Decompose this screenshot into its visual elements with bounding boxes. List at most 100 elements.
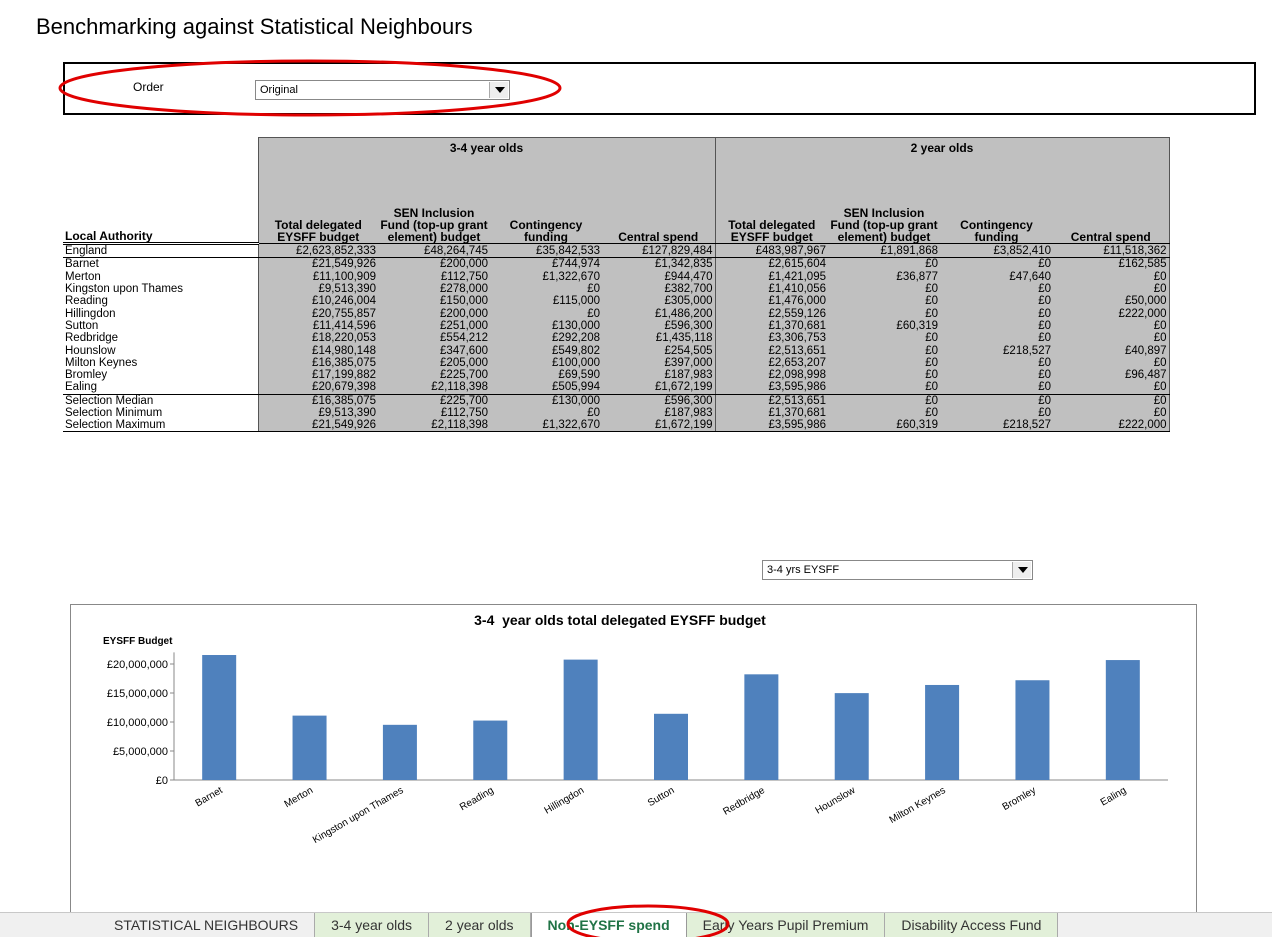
cell: £0 [940, 319, 1053, 333]
cell: £2,118,398 [378, 381, 490, 395]
cell: £200,000 [378, 257, 490, 271]
cell: £0 [490, 282, 602, 296]
tab-nav[interactable] [0, 913, 98, 937]
table-row: Ealing £20,679,398 £2,118,398 £505,994 £1,67… [63, 381, 1170, 395]
y-tick-label: £15,000,000 [107, 688, 168, 700]
column-header: Local Authority [63, 157, 258, 245]
dropdown-button[interactable] [1012, 562, 1031, 578]
bar [654, 713, 688, 780]
cell: £112,750 [378, 270, 490, 283]
order-label: Order [133, 80, 164, 94]
cell: £1,322,670 [490, 270, 602, 283]
bar [292, 715, 327, 780]
table-row: Redbridge £18,220,053 £554,212 £292,208 £1,4… [63, 332, 1170, 345]
cell: £21,549,926 [257, 257, 378, 271]
cell: £16,385,075 [257, 356, 378, 369]
cell: £0 [490, 406, 602, 420]
y-tick-label: £0 [156, 775, 168, 787]
cell: £278,000 [378, 282, 490, 296]
y-tick-label: £10,000,000 [107, 717, 168, 729]
cell: £0 [490, 307, 602, 320]
group-header: 3-4 year olds [257, 137, 716, 158]
cell: £0 [1053, 332, 1170, 345]
table-row: Selection Median £16,385,075 £225,700 £130,… [63, 394, 1170, 407]
sheet-tab[interactable]: 2 year olds [429, 913, 531, 937]
cell: £0 [940, 356, 1053, 369]
cell: £0 [828, 368, 940, 382]
cell: £1,342,835 [602, 257, 715, 271]
cell: £3,306,753 [714, 332, 828, 345]
row-label: Sutton [65, 319, 99, 332]
cell: £0 [828, 356, 940, 369]
cell: £292,208 [490, 332, 602, 345]
cell: £0 [828, 406, 940, 420]
cell: £1,370,681 [714, 319, 828, 333]
order-dropdown[interactable]: Original [255, 80, 510, 100]
cell: £2,615,604 [714, 257, 828, 271]
cell: £21,549,926 [257, 419, 378, 433]
row-label: Ealing [63, 381, 258, 395]
dropdown-button[interactable] [489, 82, 508, 98]
sheet-tab[interactable]: STATISTICAL NEIGHBOURS [98, 913, 316, 937]
row-label: England [63, 243, 258, 259]
cell: £0 [940, 257, 1053, 271]
cell: £1,421,095 [714, 270, 828, 283]
bar [382, 724, 417, 780]
row-label: Reading [65, 295, 108, 308]
cell: £2,559,126 [714, 307, 828, 320]
cell: £305,000 [602, 295, 715, 308]
cell: £596,300 [602, 394, 715, 407]
cell: £2,623,852,333 [257, 243, 378, 259]
table-row: England £2,623,852,333 £48,264,745 £35,842,… [63, 243, 1170, 259]
cell: £3,595,986 [714, 419, 828, 433]
group-header: 2 year olds [714, 137, 1170, 158]
cell: £20,755,857 [257, 307, 378, 320]
sheet-tab[interactable]: 3-4 year olds [315, 913, 430, 937]
table-row: Reading £10,246,004 £150,000 £115,000 £305,0… [63, 295, 1170, 308]
table-row: Barnet £21,549,926 £200,000 £744,974 £1,342,… [63, 257, 1170, 271]
chart-dropdown[interactable]: 3-4 yrs EYSFF [762, 560, 1033, 580]
cell: £50,000 [1053, 295, 1170, 308]
row-label: Selection Maximum [63, 419, 258, 433]
cell: £2,098,998 [714, 368, 828, 382]
cell: £2,513,651 [714, 344, 828, 357]
cell: £0 [940, 381, 1053, 395]
sheet-tab[interactable]: Non-EYSFF spend [530, 913, 687, 937]
cell: £16,385,075 [257, 394, 378, 407]
sheet-tab[interactable]: Disability Access Fund [885, 913, 1059, 937]
row-label: Selection Median [65, 394, 154, 407]
cell: £0 [828, 332, 940, 345]
cell: £549,802 [490, 344, 602, 357]
blank [63, 138, 258, 158]
row-label: Barnet [65, 258, 99, 271]
chart-frame [70, 604, 1197, 937]
cell: £1,410,056 [714, 282, 828, 296]
y-axis-label: EYSFF Budget [103, 636, 173, 647]
bar [1015, 680, 1050, 780]
table-row: Hounslow £14,980,148 £347,600 £549,802 £254,… [63, 344, 1170, 357]
bar [925, 684, 960, 780]
cell: £127,829,484 [602, 243, 715, 259]
cell: £187,983 [602, 406, 715, 420]
table-row: Bromley £17,199,882 £225,700 £69,590 £187,98… [63, 368, 1170, 382]
cell: £35,842,533 [490, 243, 602, 259]
order-panel: Order Original [63, 62, 1256, 115]
cell: £96,487 [1053, 368, 1170, 382]
sheet-tab[interactable]: Early Years Pupil Premium [686, 913, 886, 937]
column-header: Total delegated EYSFF budget [257, 157, 378, 244]
chart: 3-4 year olds total delegated EYSFF budg… [70, 604, 1197, 937]
cell: £17,199,882 [257, 368, 378, 382]
cell: £0 [1053, 270, 1170, 283]
cell: £20,679,398 [257, 381, 378, 395]
cell: £2,513,651 [714, 394, 828, 407]
cell: £47,640 [940, 270, 1053, 283]
cell: £14,980,148 [257, 344, 378, 357]
cell: £0 [1053, 381, 1170, 395]
cell: £205,000 [378, 356, 490, 369]
cell: £130,000 [490, 394, 602, 407]
cell: £10,246,004 [257, 295, 378, 308]
column-header: SEN Inclusion Fund (top-up grant element… [378, 157, 490, 244]
cell: £69,590 [490, 368, 602, 382]
cell: £944,470 [602, 270, 715, 283]
cell: £1,322,670 [490, 419, 602, 433]
